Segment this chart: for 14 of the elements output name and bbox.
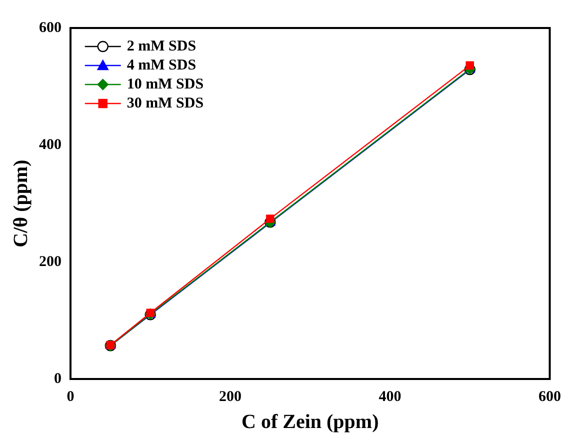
y-tick-label: 400 [39, 136, 62, 153]
x-tick-label: 400 [378, 388, 402, 405]
y-axis-title: C/θ (ppm) [10, 160, 32, 248]
legend-label: 10 mM SDS [126, 76, 204, 92]
x-axis-title: C of Zein (ppm) [242, 411, 379, 434]
legend-label: 30 mM SDS [126, 95, 204, 112]
y-tick-label: 0 [54, 370, 62, 387]
x-tick-label: 600 [538, 388, 561, 405]
y-tick-label: 600 [39, 20, 62, 36]
legend-label: 2 mM SDS [126, 38, 196, 54]
x-tick-label: 0 [66, 388, 74, 405]
y-tick-label: 200 [39, 254, 62, 270]
x-tick-label: 200 [219, 388, 242, 405]
legend-label: 4 mM SDS [126, 57, 196, 74]
